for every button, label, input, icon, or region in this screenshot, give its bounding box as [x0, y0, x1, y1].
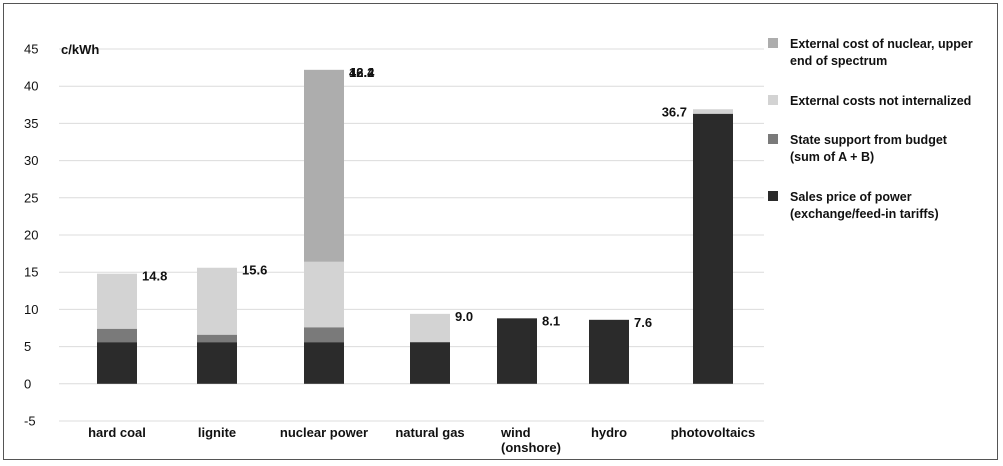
data-label: 8.1 [542, 313, 560, 328]
bar-segment [197, 342, 237, 384]
y-axis-unit-label: c/kWh [61, 42, 99, 57]
x-axis: hard coal lignite nuclear power natural gas… [88, 425, 755, 455]
y-tick-label: 15 [24, 265, 38, 280]
bars [97, 69, 733, 384]
legend-entry-line: External cost of nuclear, upper [790, 37, 973, 51]
bar-segment [410, 313, 450, 343]
bar-segment [304, 69, 344, 262]
data-label: 15.6 [242, 263, 267, 278]
bar-segment [197, 334, 237, 343]
x-tick-label: hydro [591, 425, 627, 440]
y-tick-label: 20 [24, 228, 38, 243]
x-tick-label: photovoltaics [671, 425, 756, 440]
bar-segment [497, 318, 537, 384]
bar-segment [97, 342, 137, 384]
bar-segment [304, 342, 344, 384]
y-tick-label: 5 [24, 339, 31, 354]
x-tick-label-line: wind [500, 425, 531, 440]
data-label: 16.4 [349, 65, 375, 80]
stacked-bar-chart: 45 40 35 30 25 20 15 10 5 0 -5 c/kWh 14.8 15.6 16.4 9… [24, 37, 973, 455]
x-tick-label: lignite [198, 425, 236, 440]
x-tick-label: hard coal [88, 425, 146, 440]
data-label: 9.0 [455, 309, 473, 324]
legend-entry-line: State support from budget [790, 133, 948, 147]
y-axis: 45 40 35 30 25 20 15 10 5 0 -5 [24, 42, 38, 429]
bar-segment [197, 267, 237, 335]
y-tick-label: 30 [24, 153, 38, 168]
legend-entry-line: Sales price of power [790, 190, 912, 204]
legend-entry: Sales price of power (exchange/feed-in ta… [790, 190, 939, 221]
legend-swatch [768, 191, 778, 201]
y-tick-label: 40 [24, 79, 38, 94]
x-tick-label-line: nuclear power [280, 425, 368, 440]
y-tick-label: 0 [24, 376, 31, 391]
legend-entry-line: (exchange/feed-in tariffs) [790, 207, 939, 221]
x-tick-label: natural gas [395, 425, 464, 440]
legend-entry-line: end of spectrum [790, 54, 887, 68]
legend: External cost of nuclear, upper end of sp… [768, 37, 973, 221]
x-tick-label: nuclear power [280, 425, 368, 440]
y-tick-label: 35 [24, 116, 38, 131]
bar-segment [304, 261, 344, 328]
legend-entry: External cost of nuclear, upper end of sp… [790, 37, 973, 68]
data-label: 42.2 [349, 65, 374, 80]
chart-frame: 45 40 35 30 25 20 15 10 5 0 -5 c/kWh 14.8 15.6 16.4 9… [3, 3, 998, 460]
bar-segment [589, 319, 629, 384]
legend-swatch [768, 134, 778, 144]
data-label: 36.7 [662, 104, 687, 119]
x-tick-label-line: photovoltaics [671, 425, 756, 440]
bar-segment [693, 109, 733, 114]
y-tick-label: 25 [24, 190, 38, 205]
legend-swatch [768, 95, 778, 105]
x-tick-label-line: hydro [591, 425, 627, 440]
x-tick-label-line: natural gas [395, 425, 464, 440]
bar-segment [304, 327, 344, 343]
x-tick-label-line: hard coal [88, 425, 146, 440]
legend-entry-line: (sum of A + B) [790, 150, 874, 164]
legend-entry: State support from budget (sum of A + B) [790, 133, 948, 164]
y-tick-label: 45 [24, 42, 38, 57]
y-tick-label: -5 [24, 414, 36, 429]
data-label: 7.6 [634, 315, 652, 330]
x-tick-label-line: (onshore) [501, 440, 561, 455]
bar-segment [410, 342, 450, 384]
bar-segment [97, 328, 137, 343]
bar-segment [97, 273, 137, 329]
legend-entry-line: External costs not internalized [790, 94, 971, 108]
legend-entry: External costs not internalized [790, 94, 971, 108]
x-tick-label: wind (onshore) [500, 425, 561, 455]
legend-swatch [768, 38, 778, 48]
x-tick-label-line: lignite [198, 425, 236, 440]
data-label: 14.8 [142, 269, 167, 284]
bar-segment [693, 113, 733, 384]
y-tick-label: 10 [24, 302, 38, 317]
data-labels: 14.8 15.6 16.4 9.0 8.1 7.6 36.7 42.2 [142, 65, 687, 330]
